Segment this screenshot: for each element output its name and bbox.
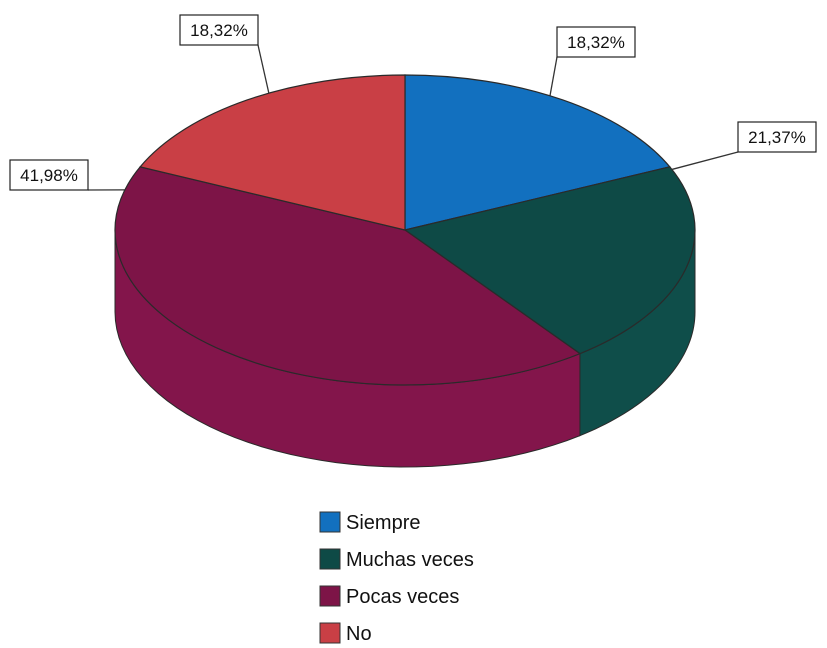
legend-label: Pocas veces [346, 586, 459, 608]
data-label: 18,32% [567, 33, 625, 52]
legend-swatch [319, 622, 341, 644]
pie-slice-muchas-veces [403, 166, 696, 355]
data-label: 41,98% [20, 166, 78, 185]
leader-line [671, 151, 739, 171]
data-label-box [556, 26, 636, 58]
pie-slice-pocas-veces [114, 166, 582, 386]
pie-slice-siempre [404, 74, 671, 231]
leader-line [549, 56, 558, 96]
legend: Siempre Muchas veces Pocas veces No [319, 511, 474, 645]
data-label: 21,37% [748, 128, 806, 147]
legend-label: No [346, 623, 372, 645]
legend-swatch [319, 585, 341, 607]
leader-line [257, 44, 270, 94]
data-label-box [737, 121, 817, 153]
pie-slice-no [139, 74, 406, 231]
data-labels: 18,32% 21,37% 41,98% 18,32% [9, 14, 817, 191]
legend-label: Siempre [346, 512, 420, 534]
data-label-box [179, 14, 259, 46]
legend-swatch [319, 511, 341, 533]
legend-swatch [319, 548, 341, 570]
data-label-box [9, 159, 89, 191]
legend-label: Muchas veces [346, 549, 474, 571]
pie-slices [114, 74, 696, 386]
data-label: 18,32% [190, 21, 248, 40]
